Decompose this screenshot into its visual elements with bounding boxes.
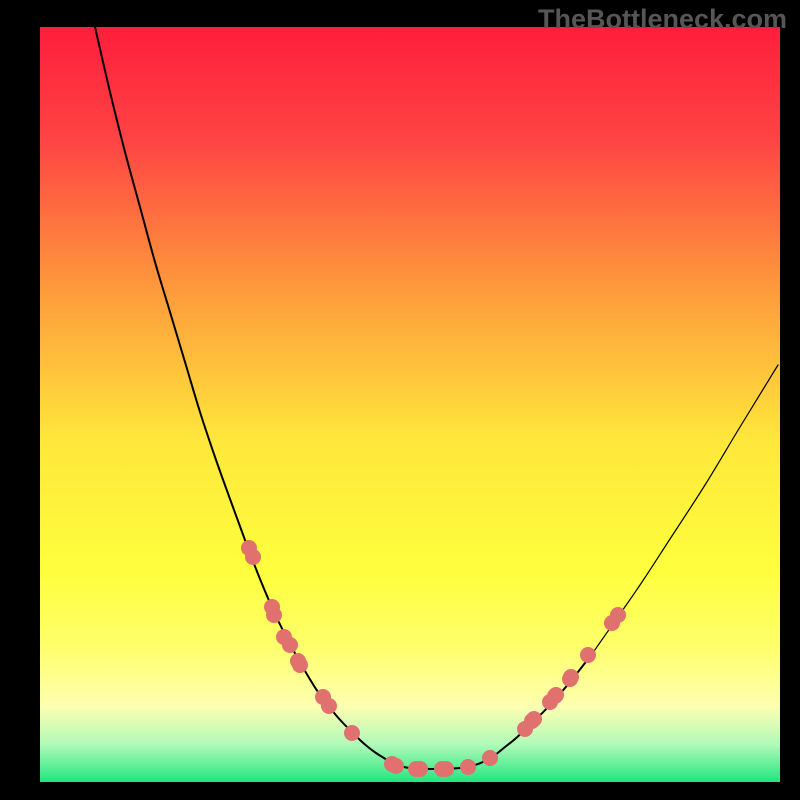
data-marker bbox=[460, 759, 476, 775]
data-marker bbox=[266, 607, 282, 623]
data-marker bbox=[580, 647, 596, 663]
data-marker bbox=[438, 761, 454, 777]
data-marker bbox=[563, 669, 579, 685]
data-marker bbox=[548, 687, 564, 703]
data-marker bbox=[482, 750, 498, 766]
data-marker bbox=[610, 607, 626, 623]
data-marker bbox=[526, 711, 542, 727]
data-marker bbox=[344, 725, 360, 741]
watermark-text: TheBottleneck.com bbox=[538, 4, 787, 35]
data-marker bbox=[245, 549, 261, 565]
bottleneck-curve-chart bbox=[40, 27, 780, 782]
data-marker bbox=[388, 758, 404, 774]
chart-container: TheBottleneck.com bbox=[0, 0, 800, 800]
data-marker bbox=[321, 698, 337, 714]
data-marker bbox=[282, 637, 298, 653]
data-marker bbox=[292, 657, 308, 673]
data-marker bbox=[412, 761, 428, 777]
